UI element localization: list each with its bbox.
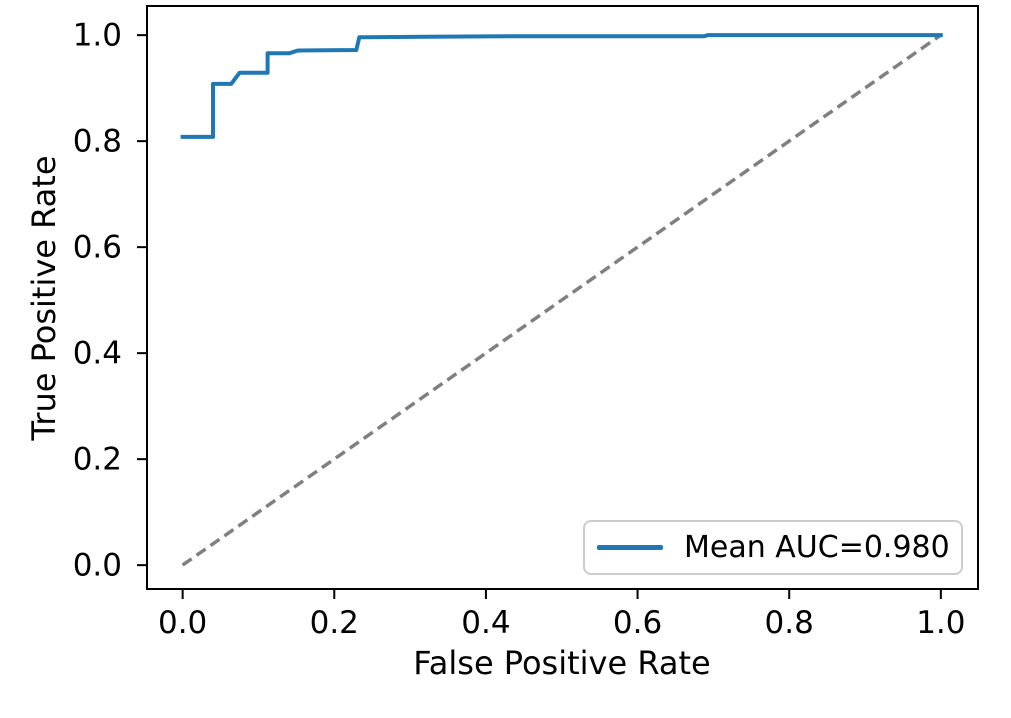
x-tick-label: 0.8 [764,605,814,641]
chance-diagonal-line [181,33,942,567]
x-tick-label: 0.4 [461,605,511,641]
y-tick-label: 1.0 [72,17,122,54]
x-tick-label: 0.6 [612,605,663,641]
mean-roc-curve [180,33,943,139]
x-tick-label: 0.0 [157,605,208,641]
legend: Mean AUC=0.980 [583,520,963,575]
y-axis-label: True Positive Rate [25,155,63,441]
x-tick-label: 0.2 [309,605,359,641]
axes-frame [146,5,979,590]
y-tick-label: 0.6 [72,229,122,266]
legend-line-sample [597,545,663,550]
legend-label: Mean AUC=0.980 [684,529,950,565]
y-tick-label: 0.8 [72,123,122,160]
y-tick-label: 0.4 [72,335,122,372]
y-tick-label: 0.2 [72,441,122,478]
x-tick-label: 1.0 [916,605,966,641]
x-axis-label: False Positive Rate [413,644,711,682]
y-tick-label: 0.0 [72,547,122,584]
